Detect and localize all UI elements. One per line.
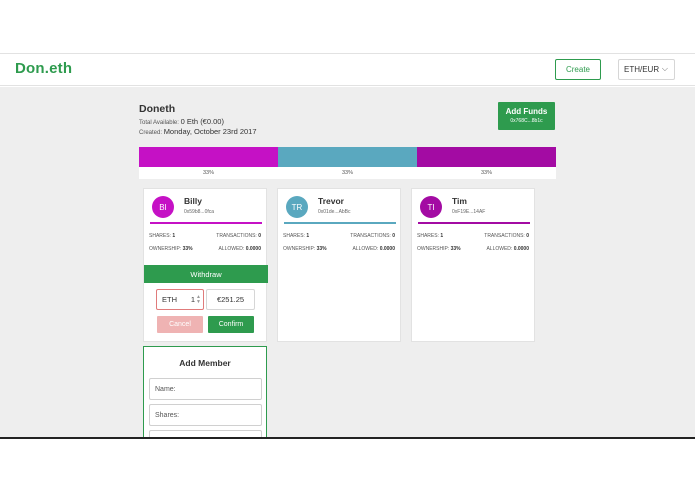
allowed-stat: ALLOWED: 0.0000 <box>486 246 529 252</box>
contract-title: Doneth <box>139 103 176 115</box>
navbar: Don.eth Create ETH/EUR ⌵ <box>0 53 695 86</box>
member-address: 0x01de...AbBc <box>318 209 351 215</box>
allowed-stat: ALLOWED: 0.0000 <box>218 246 261 252</box>
ownership-bar-labels: 33% 33% 33% <box>139 167 556 179</box>
ownership-percent-label: 33% <box>480 170 492 176</box>
eth-amount-value: 1 <box>190 295 195 304</box>
ownership-segment-tim <box>416 147 556 167</box>
ownership-bar <box>139 147 556 167</box>
member-name: Billy <box>184 196 202 206</box>
transactions-stat: TRANSACTIONS: 0 <box>350 233 395 239</box>
add-member-title: Add Member <box>179 358 231 368</box>
confirm-button[interactable]: Confirm <box>208 316 254 333</box>
currency-select[interactable]: ETH/EUR ⌵ <box>618 59 675 80</box>
total-available-label: Total Available: <box>139 120 179 126</box>
page-footer-space <box>0 441 695 494</box>
address-input[interactable]: Address: <box>149 430 262 437</box>
member-card-tim[interactable]: TI Tim 0xF19E...14AF SHARES: 1 TRANSACTI… <box>411 188 535 342</box>
cancel-button[interactable]: Cancel <box>157 316 203 333</box>
avatar: TR <box>286 196 308 218</box>
eth-currency-label: ETH <box>162 295 177 304</box>
contract-address: 0x768C...8b1c <box>510 118 543 124</box>
transactions-stat: TRANSACTIONS: 0 <box>484 233 529 239</box>
allowed-stat: ALLOWED: 0.0000 <box>352 246 395 252</box>
ownership-stat: OWNERSHIP: 33% <box>283 246 327 252</box>
created-date: Created: Monday, October 23rd 2017 <box>139 127 257 136</box>
ownership-stat: OWNERSHIP: 33% <box>149 246 193 252</box>
ownership-percent-label: 33% <box>341 170 353 176</box>
create-button[interactable]: Create <box>555 59 601 80</box>
add-funds-label: Add Funds <box>505 107 548 116</box>
name-input[interactable]: Name: <box>149 378 262 400</box>
member-card-billy: BI Billy 0x59b8...0fca SHARES: 1 TRANSAC… <box>143 188 268 342</box>
shares-input[interactable]: Shares: <box>149 404 262 426</box>
shares-stat: SHARES: 1 <box>417 233 444 239</box>
withdraw-button[interactable]: Withdraw <box>144 265 268 283</box>
main-content: Doneth Total Available: 0 Eth (€0.00) Cr… <box>0 87 695 439</box>
member-address: 0x59b8...0fca <box>184 209 215 215</box>
member-name: Tim <box>452 196 467 206</box>
shares-stat: SHARES: 1 <box>283 233 310 239</box>
eth-amount-input[interactable]: ETH 1 ▲ ▼ <box>156 289 204 310</box>
add-funds-button[interactable]: Add Funds 0x768C...8b1c <box>498 102 555 130</box>
total-available-value: 0 Eth (€0.00) <box>180 117 224 126</box>
eur-value-field: €251.25 <box>206 289 255 310</box>
ownership-segment-billy <box>139 147 278 167</box>
chevron-down-icon: ⌵ <box>661 64 668 73</box>
shares-stat: SHARES: 1 <box>149 233 176 239</box>
member-address: 0xF19E...14AF <box>452 209 486 215</box>
transactions-stat: TRANSACTIONS: 0 <box>216 233 261 239</box>
currency-select-value: ETH/EUR <box>624 65 660 74</box>
member-color-line <box>284 222 396 224</box>
add-member-form: Add Member Name: Shares: Address: <box>143 346 267 437</box>
total-available: Total Available: 0 Eth (€0.00) <box>139 117 224 126</box>
ownership-stat: OWNERSHIP: 33% <box>417 246 461 252</box>
member-color-line <box>150 222 262 224</box>
stepper-icon[interactable]: ▲ ▼ <box>196 294 201 305</box>
created-value: Monday, October 23rd 2017 <box>163 127 257 136</box>
ownership-percent-label: 33% <box>202 170 214 176</box>
avatar: BI <box>152 196 174 218</box>
member-card-trevor[interactable]: TR Trevor 0x01de...AbBc SHARES: 1 TRANSA… <box>277 188 401 342</box>
ownership-segment-trevor <box>277 147 417 167</box>
member-name: Trevor <box>318 196 344 206</box>
member-color-line <box>418 222 530 224</box>
avatar: TI <box>420 196 442 218</box>
created-label: Created: <box>139 130 163 136</box>
brand-logo[interactable]: Don.eth <box>15 60 73 77</box>
